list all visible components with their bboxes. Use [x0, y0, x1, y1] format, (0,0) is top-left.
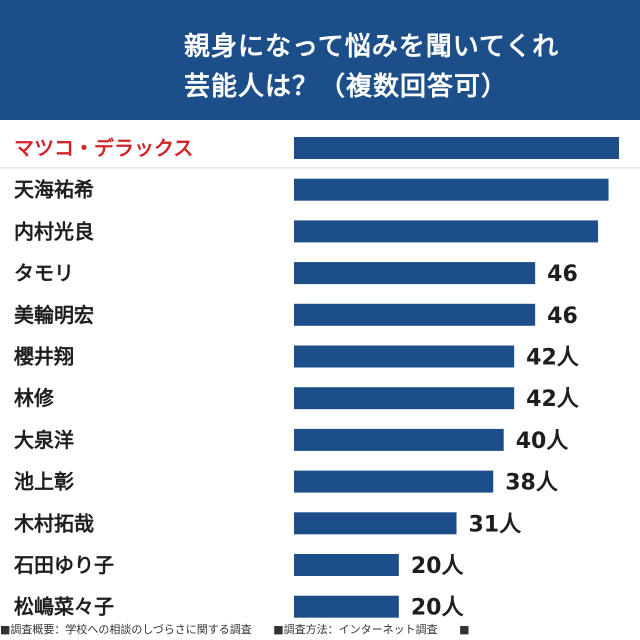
category-label: 木村拓哉 [13, 511, 94, 535]
chart-header: 親身になって悩みを聞いてくれ 芸能人は？（複数回答可） [0, 0, 640, 120]
category-label: タモリ [14, 261, 74, 285]
bar [294, 554, 399, 576]
bar [294, 220, 599, 243]
category-label: 石田ゆり子 [13, 553, 114, 577]
bar [294, 595, 399, 618]
category-label: 大泉洋 [14, 428, 74, 452]
bar [294, 303, 536, 326]
value-label: 40人 [516, 429, 569, 454]
category-label: 美輪明宏 [14, 303, 94, 327]
category-label: 池上彰 [14, 470, 74, 494]
category-label: 内村光良 [14, 219, 94, 243]
footer-trailing-marker: ■ [459, 623, 470, 636]
bar [294, 178, 609, 201]
value-label: 46 [547, 262, 578, 287]
category-label: マツコ・デラックス [14, 136, 193, 160]
value-label: 20人 [411, 596, 464, 618]
value-label: 42人 [526, 346, 579, 371]
category-label: 天海祐希 [14, 178, 94, 202]
bar [294, 387, 515, 410]
bar [294, 428, 504, 451]
value-label: 38人 [505, 471, 558, 496]
category-label: 櫻井翔 [13, 345, 74, 369]
category-label: 林修 [14, 386, 55, 410]
bar [294, 512, 457, 535]
chart-title-line1: 親身になって悩みを聞いてくれ [184, 32, 560, 62]
category-label: 松嶋菜々子 [14, 595, 114, 618]
footer-survey-summary: ■調査概要：学校への相談のしづらさに関する調査 [0, 623, 252, 636]
footer-note: ■調査概要：学校への相談のしづらさに関する調査 ■調査方法：インターネット調査 … [0, 620, 640, 640]
value-label: 46 [547, 304, 578, 329]
bar [294, 137, 620, 159]
bar [294, 345, 515, 368]
value-label: 31人 [469, 512, 522, 537]
bar [294, 470, 494, 493]
bar [294, 262, 536, 285]
value-label: 42人 [526, 387, 579, 412]
footer-survey-method: ■調査方法：インターネット調査 [273, 623, 438, 636]
value-label: 20人 [411, 554, 464, 579]
chart-title-line2: 芸能人は？（複数回答可） [184, 72, 509, 102]
